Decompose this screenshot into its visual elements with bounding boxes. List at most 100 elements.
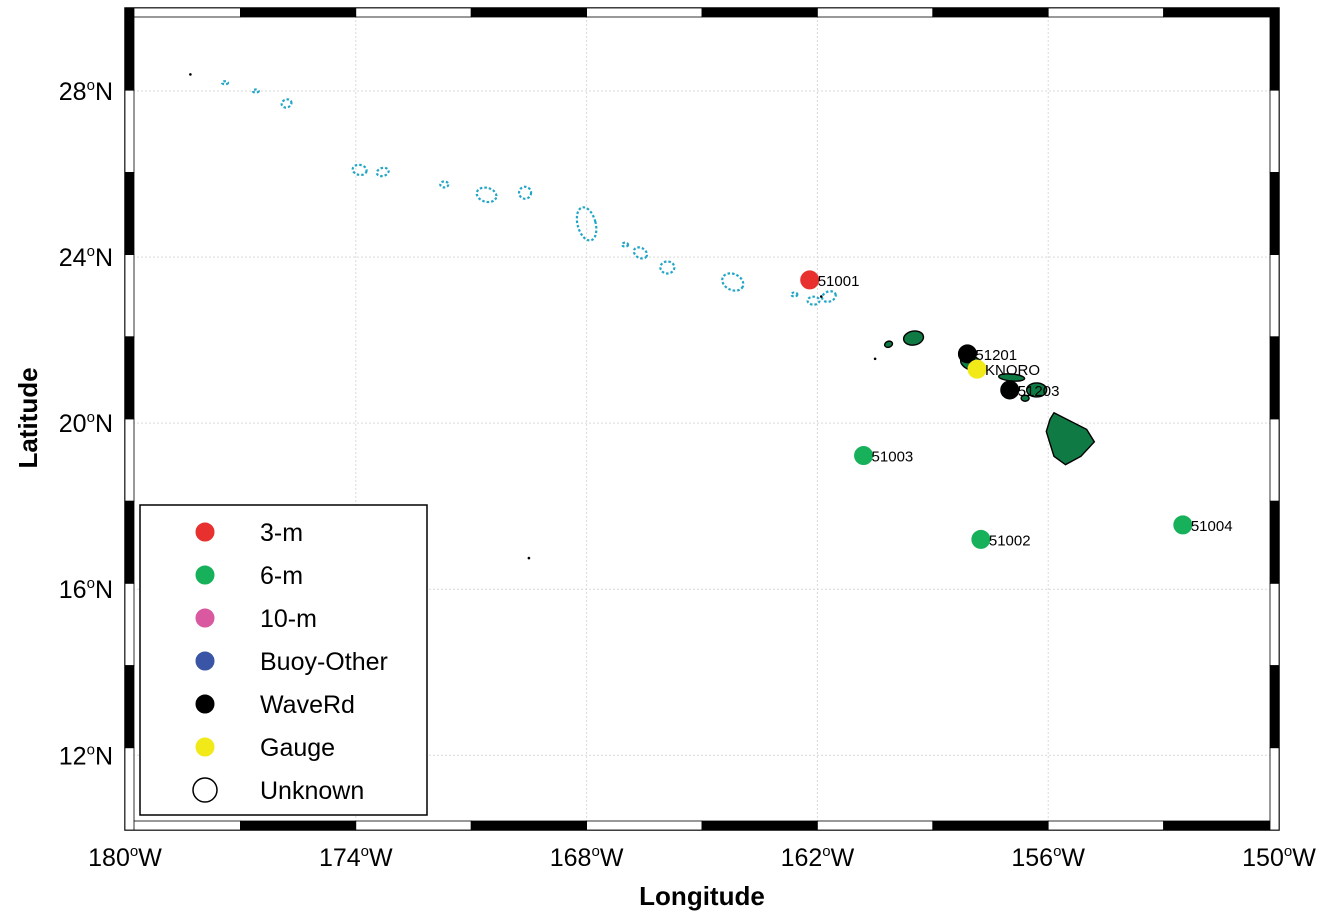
legend-label: 3-m — [260, 519, 303, 547]
station-marker-51002 — [971, 529, 991, 549]
frame-segment — [470, 7, 588, 18]
legend-label: Gauge — [260, 734, 335, 762]
frame-segment — [1047, 820, 1164, 831]
y-tick-label: 20oN — [59, 409, 113, 438]
frame-segment — [701, 7, 818, 18]
y-tick-label: 24oN — [59, 243, 113, 272]
main-hawaiian-island — [1025, 382, 1048, 398]
x-tick-label: 162oW — [781, 843, 855, 872]
nwhi-island-outline — [620, 241, 630, 248]
tick-labels: 180oW 174oW 168oW 162oW 156oW 150oW 12oN 16oN 20… — [59, 77, 1316, 872]
nwhi-island-outline — [375, 166, 390, 178]
legend-marker — [195, 522, 215, 542]
islet — [189, 73, 192, 76]
station-markers: 51001 51003 51002 51004 51201 51203 KNORO — [800, 270, 1233, 549]
frame-segment — [124, 747, 135, 831]
station-label-51003: 51003 — [872, 449, 914, 466]
frame-segment — [124, 254, 135, 338]
legend-box — [139, 504, 428, 816]
station-label-51002: 51002 — [989, 532, 1031, 549]
frame-segment — [817, 820, 934, 831]
legend-marker — [195, 737, 215, 757]
legend-marker — [195, 608, 215, 628]
station-marker-51001 — [800, 270, 820, 290]
legend-marker — [192, 777, 218, 803]
frame-segment — [1269, 747, 1280, 831]
station-label-51203: 51203 — [1018, 383, 1060, 400]
frame-segment — [932, 7, 1049, 18]
x-axis-title: Longitude — [639, 881, 765, 911]
nwhi-island-outline — [220, 80, 230, 86]
legend-label: Buoy-Other — [260, 648, 388, 676]
x-tick-label: 156oW — [1011, 843, 1085, 872]
legend: 3-m 6-m 10-m Buoy-Other WaveRd Gauge Unknown — [139, 504, 428, 816]
y-tick-label: 16oN — [59, 575, 113, 604]
frame-segment — [355, 7, 472, 18]
frame-segment — [586, 820, 703, 831]
legend-marker — [195, 651, 215, 671]
islet — [873, 357, 877, 361]
frame-segment — [1269, 500, 1280, 584]
frame-segment — [1269, 418, 1280, 502]
frame-segment — [124, 665, 135, 749]
nwhi-island-outline — [721, 272, 745, 292]
frame-segment — [124, 820, 241, 831]
nwhi-island-outline — [821, 290, 837, 303]
frame-segment — [1269, 583, 1280, 667]
y-tick-label: 12oN — [59, 741, 113, 770]
islet — [527, 556, 531, 560]
frame-segment — [1269, 665, 1280, 749]
y-tick-label: 28oN — [59, 77, 113, 106]
nwhi-island-outline — [351, 163, 368, 177]
station-label-51004: 51004 — [1191, 518, 1233, 535]
frame-segment — [1163, 820, 1280, 831]
frame-segment — [124, 336, 135, 420]
nwhi-island-outline — [575, 206, 598, 242]
legend-marker — [195, 694, 215, 714]
frame-segment — [470, 820, 588, 831]
frame-segment — [817, 7, 934, 18]
station-marker-51201 — [957, 344, 977, 364]
frame-segment — [1047, 7, 1164, 18]
frame-segment — [124, 171, 135, 255]
frame-segment — [1269, 171, 1280, 255]
islet — [819, 295, 823, 298]
frame-segment — [124, 583, 135, 667]
station-marker-51004 — [1173, 515, 1193, 535]
station-marker-51203 — [1000, 380, 1020, 400]
nwhi-island-outline — [517, 185, 533, 200]
legend-label: 10-m — [260, 605, 317, 633]
frame-segment — [124, 418, 135, 502]
legend-label: WaveRd — [260, 691, 355, 719]
legend-marker — [195, 565, 215, 585]
islands-layer — [189, 73, 1096, 560]
y-axis-title: Latitude — [13, 367, 43, 468]
main-hawaiian-island — [883, 340, 894, 349]
nwhi-island-outline — [659, 260, 676, 275]
frame-segment — [1269, 254, 1280, 338]
frame-segment — [586, 7, 703, 18]
nwhi-island-outline — [280, 98, 293, 109]
frame-segment — [355, 820, 472, 831]
station-marker-KNORO — [967, 359, 987, 379]
frame-segment — [124, 7, 135, 91]
main-hawaiian-island — [1020, 394, 1030, 402]
frame-segment — [124, 500, 135, 584]
x-tick-label: 168oW — [550, 843, 624, 872]
main-hawaiian-island — [902, 330, 925, 346]
x-tick-label: 180oW — [88, 843, 162, 872]
nwhi-island-outline — [632, 246, 649, 260]
legend-label: 6-m — [260, 562, 303, 590]
frame-segment — [1163, 7, 1280, 18]
frame-segment — [124, 7, 241, 18]
x-tick-label: 174oW — [319, 843, 393, 872]
big-island-hawaii — [1045, 411, 1096, 466]
legend-label: Unknown — [260, 777, 364, 805]
frame-segment — [239, 7, 357, 18]
frame-segment — [1269, 7, 1280, 91]
frame-segment — [1269, 89, 1280, 173]
x-tick-label: 150oW — [1242, 843, 1316, 872]
frame-segment — [701, 820, 818, 831]
frame-segment — [124, 89, 135, 173]
station-marker-51003 — [854, 446, 874, 466]
